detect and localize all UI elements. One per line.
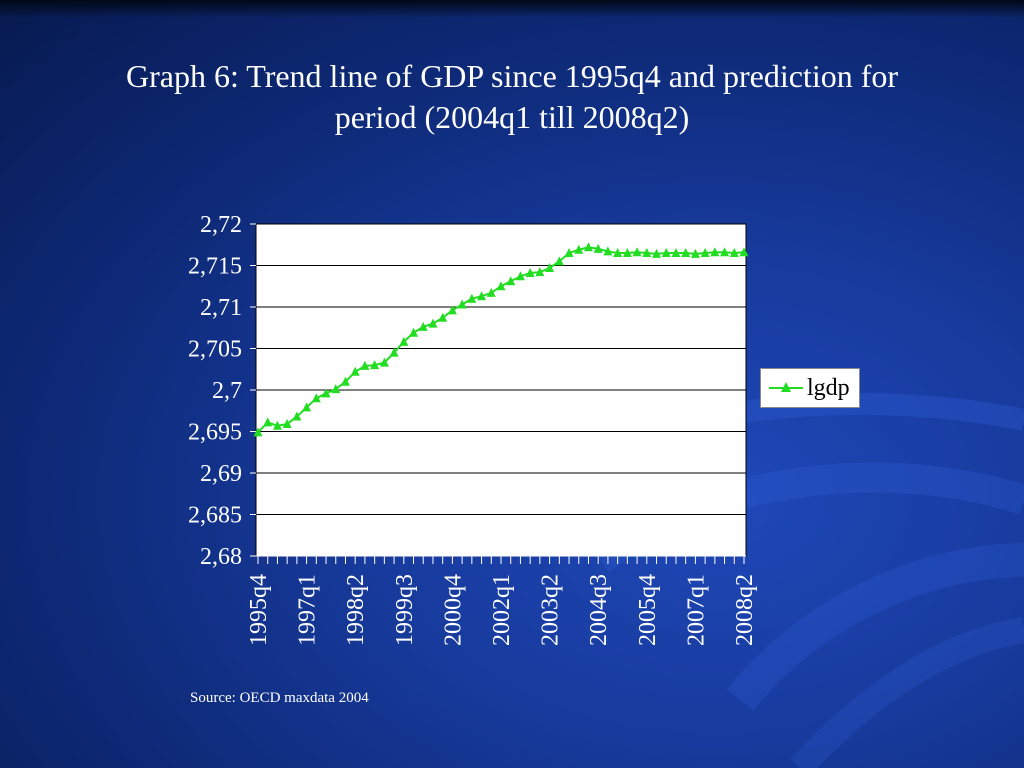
- x-axis-ticks: 1995q4 1997q1 1998q2 1999q3 2000q4 2002q1 2003…: [246, 555, 758, 646]
- data-point-31: [554, 256, 564, 266]
- y-tick-label-1: 2,685: [188, 503, 242, 529]
- data-point-19: [438, 312, 448, 322]
- data-point-37: [613, 248, 623, 258]
- data-point-40: [642, 248, 652, 258]
- x-tick-label-7: 2004q3: [586, 574, 612, 646]
- data-point-6: [311, 393, 321, 403]
- x-tick-label-5: 2002q1: [489, 574, 515, 646]
- data-point-45: [690, 248, 700, 258]
- y-tick-label-7: 2,715: [188, 254, 242, 280]
- x-tick-label-0: 1995q4: [246, 574, 272, 646]
- data-point-14: [389, 347, 399, 357]
- data-point-10: [350, 366, 360, 376]
- y-tick-label-5: 2,705: [188, 337, 242, 363]
- data-point-50: [739, 247, 749, 257]
- data-point-7: [321, 388, 331, 398]
- data-point-43: [671, 248, 681, 258]
- x-tick-label-4: 2000q4: [440, 574, 466, 646]
- data-point-2: [272, 420, 282, 430]
- data-point-1: [263, 417, 273, 427]
- data-point-44: [681, 248, 691, 258]
- data-point-26: [506, 276, 516, 286]
- data-point-24: [486, 287, 496, 297]
- data-point-49: [729, 248, 739, 258]
- data-point-16: [409, 327, 419, 337]
- y-tick-label-6: 2,71: [200, 295, 242, 321]
- x-tick-label-10: 2008q2: [732, 574, 758, 646]
- series-lgdp: [253, 242, 749, 437]
- slide-title-line2: period (2004q1 till 2008q2): [334, 99, 690, 135]
- y-tick-label-2: 2,69: [200, 461, 242, 487]
- data-point-48: [720, 247, 730, 257]
- legend-series-label: lgdp: [807, 374, 850, 401]
- data-point-21: [457, 299, 467, 309]
- slide-title: Graph 6: Trend line of GDP since 1995q4 …: [60, 56, 964, 138]
- source-note: Source: OECD maxdata 2004: [190, 690, 369, 706]
- data-point-9: [340, 376, 350, 386]
- data-point-11: [360, 360, 370, 370]
- slide-title-line1: Graph 6: Trend line of GDP since 1995q4 …: [125, 58, 899, 94]
- data-point-12: [370, 360, 380, 370]
- y-tick-label-8: 2,72: [200, 212, 242, 238]
- data-point-47: [710, 247, 720, 257]
- data-point-46: [700, 248, 710, 258]
- data-point-28: [525, 267, 535, 277]
- data-point-39: [632, 247, 642, 257]
- data-point-32: [564, 248, 574, 258]
- data-point-17: [418, 321, 428, 331]
- top-shadow-bar: [0, 0, 1024, 18]
- data-point-35: [593, 243, 603, 253]
- y-tick-label-4: 2,7: [212, 378, 242, 404]
- data-point-8: [331, 384, 341, 394]
- x-tick-label-8: 2005q4: [635, 574, 661, 646]
- data-point-13: [379, 357, 389, 367]
- data-point-38: [622, 248, 632, 258]
- y-axis-ticks: 2,68 2,685 2,69 2,695 2,7 2,705 2,71 2,715 2,72: [188, 212, 256, 570]
- data-point-34: [583, 242, 593, 252]
- data-point-27: [515, 271, 525, 281]
- x-tick-label-6: 2003q2: [538, 574, 564, 646]
- data-point-41: [652, 248, 662, 258]
- data-point-25: [496, 281, 506, 291]
- chart-legend: lgdp: [760, 368, 860, 408]
- y-tick-label-0: 2,68: [200, 544, 242, 570]
- data-point-30: [545, 262, 555, 272]
- data-point-23: [477, 291, 487, 301]
- data-point-20: [447, 305, 457, 315]
- x-tick-label-3: 1999q3: [392, 574, 418, 646]
- data-point-4: [292, 411, 302, 421]
- data-point-3: [282, 419, 292, 429]
- data-point-18: [428, 318, 438, 328]
- y-tick-label-3: 2,695: [188, 420, 242, 446]
- data-point-33: [574, 244, 584, 254]
- x-tick-label-1: 1997q1: [295, 574, 321, 646]
- data-point-5: [302, 402, 312, 412]
- x-tick-label-2: 1998q2: [343, 574, 369, 646]
- data-point-29: [535, 267, 545, 277]
- data-point-42: [661, 248, 671, 258]
- x-tick-label-9: 2007q1: [683, 574, 709, 646]
- data-point-15: [399, 336, 409, 346]
- legend-series-swatch-icon: [769, 382, 803, 392]
- data-point-0: [253, 427, 263, 437]
- data-point-36: [603, 246, 613, 256]
- data-point-22: [467, 293, 477, 303]
